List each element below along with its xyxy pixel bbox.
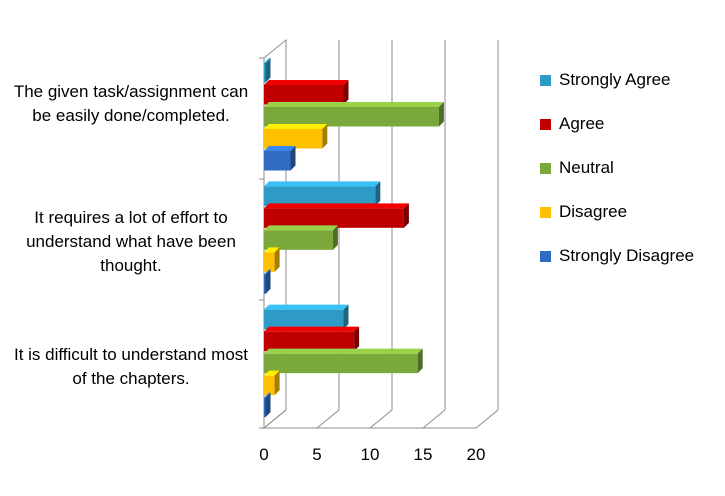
bar-top bbox=[264, 269, 271, 275]
bar-top bbox=[264, 392, 271, 398]
bar-side bbox=[417, 348, 423, 374]
bar bbox=[264, 186, 376, 206]
gridline-floor bbox=[422, 409, 446, 429]
bar bbox=[264, 230, 333, 250]
bar bbox=[264, 208, 404, 228]
legend-label-agree: Agree bbox=[559, 114, 605, 133]
x-tick-label: 10 bbox=[361, 445, 380, 464]
category-label-1: The given task/assignment can be easily … bbox=[13, 82, 249, 125]
category-label-3: It is difficult to understand most of th… bbox=[13, 345, 249, 388]
bar-side bbox=[290, 146, 296, 171]
bar bbox=[264, 151, 291, 171]
bar-side bbox=[274, 247, 280, 272]
bar bbox=[264, 397, 266, 418]
legend-label-strongly-disagree: Strongly Disagree bbox=[559, 246, 695, 265]
bar-top bbox=[264, 80, 349, 85]
bar-top bbox=[264, 225, 338, 231]
legend-swatch-strongly-agree bbox=[540, 74, 551, 86]
x-tick-label: 15 bbox=[414, 445, 433, 464]
legend: Strongly Agree Agree Neutral Disagree St… bbox=[540, 58, 694, 278]
legend-item-strongly-disagree: Strongly Disagree bbox=[540, 234, 694, 278]
bar-top bbox=[264, 247, 280, 253]
legend-label-neutral: Neutral bbox=[559, 158, 614, 177]
bar bbox=[264, 85, 344, 105]
bar-side bbox=[274, 370, 280, 396]
bar-side bbox=[343, 304, 349, 330]
gridline-floor bbox=[316, 409, 340, 429]
bar bbox=[264, 331, 355, 352]
legend-swatch-strongly-disagree bbox=[540, 250, 551, 262]
legend-swatch-agree bbox=[540, 118, 551, 130]
bar-side bbox=[354, 326, 360, 352]
gridline-floor bbox=[369, 409, 393, 429]
bar-side bbox=[265, 392, 271, 418]
category-label-2: It requires a lot of effort to understan… bbox=[26, 208, 236, 275]
x-tick-label: 5 bbox=[312, 445, 321, 464]
bar-top bbox=[264, 304, 349, 310]
gridline-floor bbox=[475, 409, 499, 429]
bar-top bbox=[264, 124, 328, 129]
left-wall bbox=[263, 38, 287, 430]
bar bbox=[264, 129, 323, 149]
legend-label-strongly-agree: Strongly Agree bbox=[559, 70, 671, 89]
bar-side bbox=[322, 124, 328, 149]
bar bbox=[264, 309, 344, 330]
bar-side bbox=[332, 225, 338, 250]
bar-top bbox=[264, 146, 296, 151]
bar bbox=[264, 252, 275, 272]
bar-side bbox=[438, 102, 444, 127]
legend-item-strongly-agree: Strongly Agree bbox=[540, 58, 694, 102]
bar bbox=[264, 63, 266, 83]
bar-side bbox=[375, 181, 381, 206]
bar-top bbox=[264, 348, 423, 354]
legend-item-neutral: Neutral bbox=[540, 146, 694, 190]
bar-side bbox=[265, 269, 271, 294]
bar bbox=[264, 274, 266, 294]
bar-top bbox=[264, 326, 360, 332]
bar-top bbox=[264, 203, 409, 209]
legend-label-disagree: Disagree bbox=[559, 202, 628, 221]
bar-side bbox=[403, 203, 409, 228]
x-tick-label: 0 bbox=[259, 445, 268, 464]
bar-top bbox=[264, 370, 280, 376]
legend-swatch-disagree bbox=[540, 206, 551, 218]
bar bbox=[264, 107, 439, 127]
legend-swatch-neutral bbox=[540, 162, 551, 174]
bar-top bbox=[264, 181, 381, 187]
x-tick-label: 20 bbox=[467, 445, 486, 464]
bar bbox=[264, 375, 275, 396]
bar-top bbox=[264, 102, 444, 107]
bar-side bbox=[265, 58, 271, 83]
legend-item-agree: Agree bbox=[540, 102, 694, 146]
bar bbox=[264, 353, 418, 374]
bar-top bbox=[264, 58, 271, 63]
bar-side bbox=[343, 80, 349, 105]
legend-item-disagree: Disagree bbox=[540, 190, 694, 234]
